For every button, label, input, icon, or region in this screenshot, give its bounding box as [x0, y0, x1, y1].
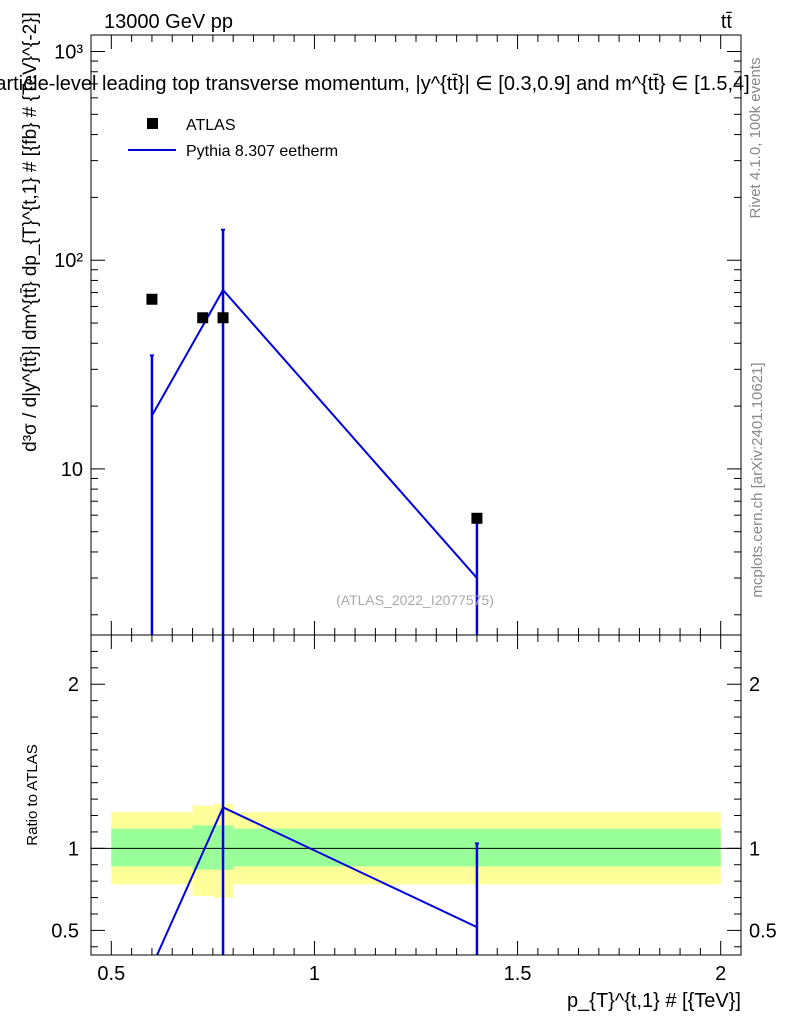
- plot-title: Particle-level leading top transverse mo…: [0, 73, 750, 95]
- side-rivet-label: Rivet 4.1.0, 100k events: [747, 58, 764, 219]
- data-point: [146, 293, 158, 305]
- main-panel: 10 10² 10³: [54, 34, 742, 636]
- ratio-y-tick-label-right: 0.5: [749, 920, 777, 942]
- legend-data-marker: [147, 118, 158, 129]
- mc-line: [151, 288, 478, 579]
- legend-data-label: ATLAS: [186, 117, 236, 134]
- x-tick-label: 1.5: [504, 963, 532, 985]
- main-y-tick-label: 10: [61, 459, 83, 481]
- x-tick-label: 0.5: [97, 963, 125, 985]
- analysis-watermark: (ATLAS_2022_I2077575): [336, 592, 494, 608]
- legend-mc-label: Pythia 8.307 eetherm: [186, 143, 338, 160]
- x-tick-label: 1: [309, 963, 320, 985]
- ratio-y-tick-label-right: 1: [749, 838, 760, 860]
- side-site-label: mcplots.cern.ch [arXiv:2401.10621]: [749, 362, 766, 597]
- x-axis-label: p_{T}^{t,1} # [{TeV}]: [567, 990, 741, 1012]
- ratio-y-tick-label-left: 0.5: [51, 920, 79, 942]
- main-y-axis-label: d³σ / d|y^{tt̄}| dm^{tt̄} dp_{T}^{t,1} #…: [20, 12, 41, 452]
- energy-label: 13000 GeV pp: [104, 11, 233, 33]
- ratio-y-axis-label: Ratio to ATLAS: [24, 744, 41, 845]
- ratio-y-tick-label-left: 1: [68, 838, 79, 860]
- process-label: tt̄: [721, 11, 733, 33]
- data-point: [217, 312, 229, 324]
- legend: ATLAS Pythia 8.307 eetherm: [128, 117, 338, 160]
- ratio-band-inner: [192, 825, 213, 870]
- main-y-tick-label: 10³: [54, 42, 83, 64]
- ratio-panel: 0.5 0.5 1 1 2 2 0.5 1 1.5 2: [51, 634, 777, 985]
- ratio-frame: [90, 634, 742, 956]
- ratio-y-tick-label-right: 2: [749, 674, 760, 696]
- data-point: [471, 512, 483, 524]
- ratio-band-inner: [111, 828, 193, 867]
- ratio-y-tick-label-left: 2: [68, 674, 79, 696]
- x-tick-label: 2: [715, 963, 726, 985]
- data-point: [197, 312, 209, 324]
- main-y-tick-label: 10²: [54, 250, 83, 272]
